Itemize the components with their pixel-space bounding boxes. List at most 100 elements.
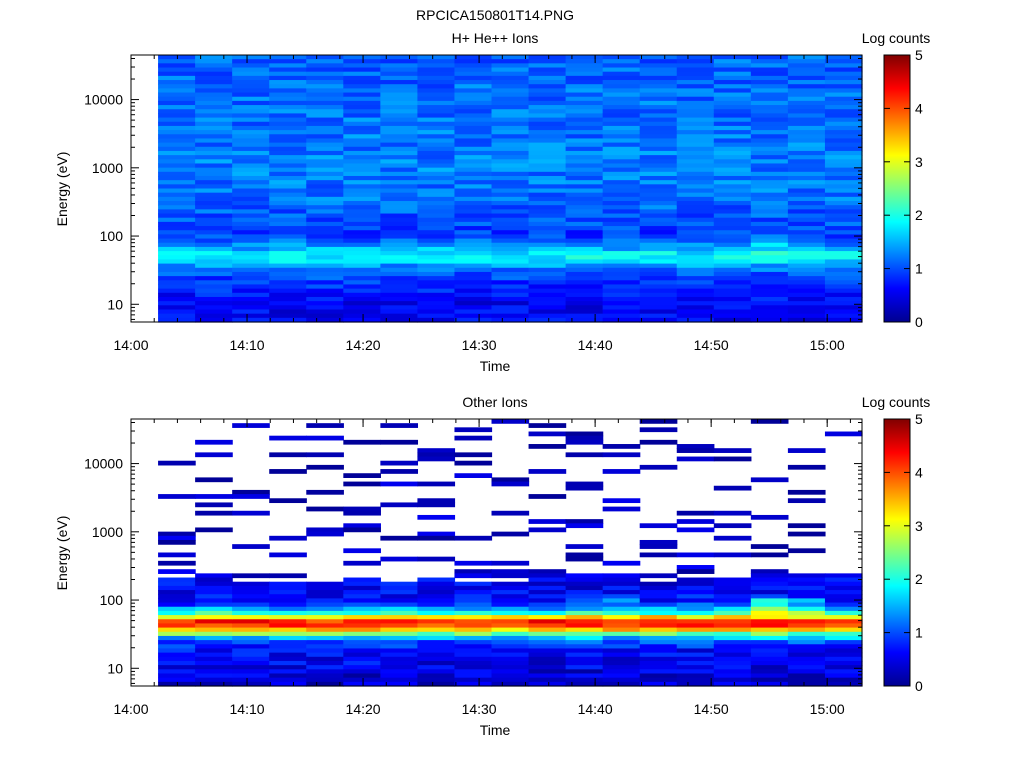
heatmap-cell <box>343 67 381 73</box>
heatmap-cell <box>232 155 270 160</box>
heatmap-cell <box>639 255 678 261</box>
heatmap-cell <box>824 640 863 645</box>
heatmap-cell <box>343 109 381 114</box>
heatmap-cell <box>713 577 752 583</box>
heatmap-cell <box>528 259 567 265</box>
heatmap-cell <box>454 313 493 319</box>
heatmap-cell <box>750 292 789 298</box>
heatmap-cell <box>269 234 307 240</box>
heatmap-cell <box>306 155 344 160</box>
heatmap-cell <box>195 660 233 666</box>
heatmap-cell <box>269 188 307 194</box>
heatmap-cell <box>232 88 270 94</box>
heatmap-cell <box>158 184 196 190</box>
heatmap-cell <box>565 167 604 173</box>
heatmap-cell <box>343 594 381 599</box>
heatmap-cell <box>602 221 641 227</box>
heatmap-cell <box>232 71 270 77</box>
heatmap-cell <box>676 71 715 77</box>
heatmap-cell <box>676 63 715 69</box>
heatmap-cell <box>824 109 863 114</box>
heatmap-cell <box>824 71 863 77</box>
heatmap-cell <box>380 92 419 98</box>
heatmap-cell <box>713 619 752 625</box>
heatmap-cell <box>565 581 604 587</box>
heatmap-cell <box>676 84 715 89</box>
heatmap-cell <box>417 242 456 248</box>
heatmap-cell <box>787 167 826 173</box>
heatmap-cell <box>417 92 456 98</box>
heatmap-cell <box>565 105 604 110</box>
heatmap-cell <box>491 55 530 60</box>
heatmap-cell <box>232 309 270 315</box>
heatmap-cell <box>639 635 678 641</box>
heatmap-cell <box>750 590 789 595</box>
heatmap-cell <box>343 284 381 290</box>
heatmap-cell <box>713 313 752 319</box>
heatmap-cell <box>195 100 233 106</box>
heatmap-cell <box>232 615 270 620</box>
heatmap-cell <box>676 292 715 298</box>
heatmap-cell <box>824 280 863 286</box>
heatmap-cell <box>713 71 752 77</box>
heatmap-cell <box>417 221 456 227</box>
heatmap-cell <box>676 150 715 156</box>
heatmap-cell <box>824 251 863 256</box>
heatmap-cell <box>602 75 641 81</box>
heatmap-cell <box>676 230 715 235</box>
heatmap-cell <box>343 263 381 269</box>
heatmap-cell <box>639 552 678 558</box>
heatmap-cell <box>343 246 381 252</box>
axes: 14:00 14:10 14:20 14:30 14:40 14:50 15:0010100… <box>84 54 863 353</box>
heatmap-cell <box>269 288 307 294</box>
heatmap-cell <box>491 635 530 641</box>
heatmap-cell <box>380 226 419 231</box>
heatmap-cell <box>787 271 826 277</box>
heatmap-cell <box>491 284 530 290</box>
heatmap-cell <box>787 171 826 177</box>
heatmap-cell <box>787 255 826 261</box>
heatmap-cell <box>306 665 344 670</box>
heatmap-cell <box>565 109 604 114</box>
x-tick-label: 14:40 <box>578 701 613 717</box>
heatmap-cell <box>491 125 530 131</box>
heatmap-cell <box>306 423 344 428</box>
heatmap-cell <box>528 109 567 114</box>
heatmap-cell <box>565 125 604 131</box>
heatmap-cell <box>565 485 604 491</box>
heatmap-cell <box>787 288 826 294</box>
heatmap-cell <box>750 627 789 633</box>
heatmap-cell <box>713 523 752 529</box>
heatmap-cell <box>713 113 752 119</box>
heatmap-cell <box>713 63 752 69</box>
heatmap-cell <box>750 598 789 604</box>
heatmap-cell <box>713 246 752 252</box>
heatmap-cell <box>565 610 604 616</box>
heatmap-cell <box>269 313 307 319</box>
heatmap-cell <box>454 180 493 185</box>
heatmap-cell <box>824 213 863 219</box>
heatmap-cell <box>158 109 196 114</box>
heatmap-cell <box>232 188 270 194</box>
heatmap-cell <box>195 80 233 85</box>
heatmap-cell <box>713 267 752 273</box>
heatmap-cell <box>787 577 826 583</box>
heatmap-cell <box>306 180 344 185</box>
heatmap-cell <box>639 681 678 687</box>
heatmap-cell <box>676 251 715 256</box>
heatmap-cell <box>269 251 307 256</box>
heatmap-cell <box>528 656 567 662</box>
heatmap-cell <box>639 159 678 165</box>
heatmap-cell <box>676 602 715 608</box>
heatmap-cell <box>787 201 826 206</box>
heatmap-cell <box>565 251 604 256</box>
x-tick-label: 15:00 <box>810 701 845 717</box>
heatmap-cell <box>787 665 826 670</box>
heatmap-cell <box>232 598 270 604</box>
heatmap-cell <box>639 134 678 140</box>
heatmap-cell <box>491 594 530 599</box>
heatmap-cell <box>232 251 270 256</box>
heatmap-cell <box>417 284 456 290</box>
heatmap-cell <box>417 63 456 69</box>
